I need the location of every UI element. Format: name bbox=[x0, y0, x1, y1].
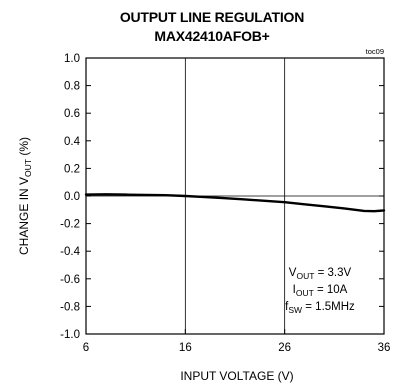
y-tick-label: -1.0 bbox=[60, 329, 80, 341]
x-tick-label: 36 bbox=[378, 342, 391, 354]
figure-id: toc09 bbox=[366, 47, 384, 56]
x-axis-label: INPUT VOLTAGE (V) bbox=[180, 369, 293, 383]
y-tick-label: 0.2 bbox=[64, 163, 80, 175]
y-axis-label: CHANGE IN VOUT (%) bbox=[17, 137, 33, 255]
y-tick-label: -0.8 bbox=[60, 301, 80, 313]
series-line bbox=[84, 193, 386, 213]
x-tick-label: 26 bbox=[278, 342, 291, 354]
y-tick-label: 0.8 bbox=[64, 81, 80, 93]
x-tick-label: 16 bbox=[179, 342, 192, 354]
chart-title: OUTPUT LINE REGULATION bbox=[119, 9, 305, 25]
x-tick-label: 6 bbox=[83, 342, 89, 354]
condition-annotation: fSW = 1.5MHz bbox=[285, 301, 355, 315]
y-tick-label: 0.4 bbox=[64, 136, 81, 148]
y-tick-label: -0.6 bbox=[60, 274, 80, 286]
y-tick-label: -0.2 bbox=[60, 219, 80, 231]
condition-annotation: VOUT = 3.3V bbox=[289, 267, 352, 281]
y-tick-label: 0.6 bbox=[64, 108, 80, 120]
chart-subtitle: MAX42410AFOB+ bbox=[154, 28, 270, 44]
condition-annotation: IOUT = 10A bbox=[293, 284, 348, 298]
y-tick-label: -0.4 bbox=[60, 246, 80, 258]
y-tick-label: 1.0 bbox=[64, 53, 80, 65]
y-tick-label: 0.0 bbox=[64, 191, 80, 203]
